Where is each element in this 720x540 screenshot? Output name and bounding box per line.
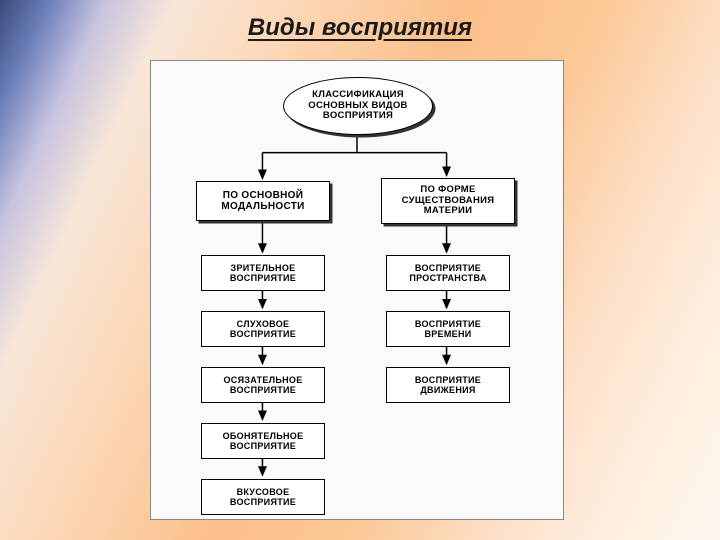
- node-cat1: ПО ОСНОВНОЙ МОДАЛЬНОСТИ: [196, 181, 330, 221]
- node-label: ОБОНЯТЕЛЬНОЕ ВОСПРИЯТИЕ: [223, 431, 304, 452]
- node-label: СЛУХОВОЕ ВОСПРИЯТИЕ: [230, 319, 296, 340]
- node-label: ОСЯЗАТЕЛЬНОЕ ВОСПРИЯТИЕ: [223, 375, 302, 396]
- node-label: ПО ОСНОВНОЙ МОДАЛЬНОСТИ: [221, 190, 304, 213]
- node-cat2: ПО ФОРМЕ СУЩЕСТВОВАНИЯ МАТЕРИИ: [381, 178, 515, 224]
- node-label: ВКУСОВОЕ ВОСПРИЯТИЕ: [230, 487, 296, 508]
- node-l4: ОБОНЯТЕЛЬНОЕ ВОСПРИЯТИЕ: [201, 423, 325, 459]
- node-r2: ВОСПРИЯТИЕ ВРЕМЕНИ: [386, 311, 510, 347]
- node-root: КЛАССИФИКАЦИЯ ОСНОВНЫХ ВИДОВ ВОСПРИЯТИЯ: [283, 77, 433, 135]
- node-l5: ВКУСОВОЕ ВОСПРИЯТИЕ: [201, 479, 325, 515]
- node-label: ПО ФОРМЕ СУЩЕСТВОВАНИЯ МАТЕРИИ: [402, 185, 495, 218]
- classification-diagram: КЛАССИФИКАЦИЯ ОСНОВНЫХ ВИДОВ ВОСПРИЯТИЯ …: [150, 60, 564, 520]
- node-r1: ВОСПРИЯТИЕ ПРОСТРАНСТВА: [386, 255, 510, 291]
- node-r3: ВОСПРИЯТИЕ ДВИЖЕНИЯ: [386, 367, 510, 403]
- node-label: ВОСПРИЯТИЕ ПРОСТРАНСТВА: [409, 263, 486, 284]
- node-l3: ОСЯЗАТЕЛЬНОЕ ВОСПРИЯТИЕ: [201, 367, 325, 403]
- node-l2: СЛУХОВОЕ ВОСПРИЯТИЕ: [201, 311, 325, 347]
- node-l1: ЗРИТЕЛЬНОЕ ВОСПРИЯТИЕ: [201, 255, 325, 291]
- node-label: ВОСПРИЯТИЕ ДВИЖЕНИЯ: [415, 375, 481, 396]
- node-label: ЗРИТЕЛЬНОЕ ВОСПРИЯТИЕ: [230, 263, 296, 284]
- node-label: КЛАССИФИКАЦИЯ ОСНОВНЫХ ВИДОВ ВОСПРИЯТИЯ: [308, 90, 407, 123]
- page-title: Виды восприятия: [0, 14, 720, 42]
- node-label: ВОСПРИЯТИЕ ВРЕМЕНИ: [415, 319, 481, 340]
